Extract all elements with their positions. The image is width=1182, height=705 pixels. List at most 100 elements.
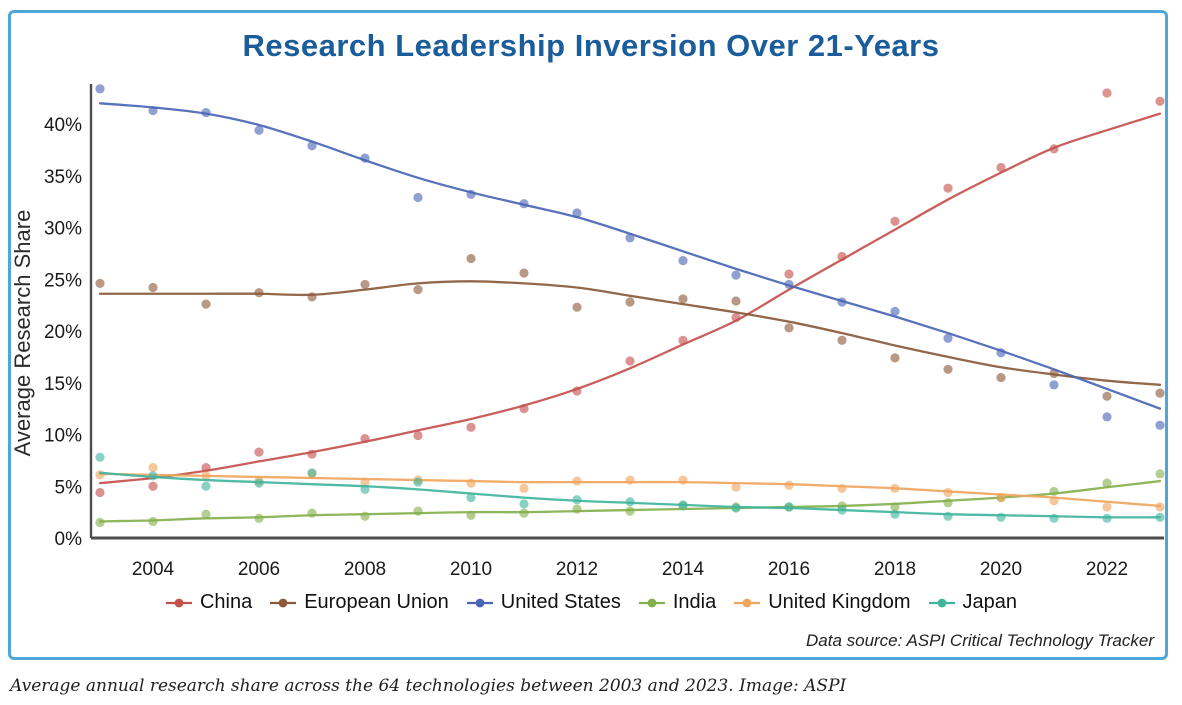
data-point-china <box>519 404 529 414</box>
data-point-japan <box>572 495 582 505</box>
y-tick-label: 5% <box>55 477 83 498</box>
data-point-united-states <box>254 125 264 135</box>
data-point-china <box>678 335 688 345</box>
data-point-india <box>307 508 317 518</box>
data-point-china <box>95 487 105 498</box>
data-point-european-union <box>519 268 529 278</box>
data-point-japan <box>890 509 900 519</box>
data-point-united-kingdom <box>731 482 741 492</box>
data-point-united-states <box>1102 412 1112 422</box>
legend: China European Union United States India… <box>0 591 1182 614</box>
x-tick-label: 2012 <box>556 559 598 580</box>
trend-line-china <box>98 112 1162 485</box>
data-point-japan <box>1049 513 1059 523</box>
data-point-china <box>996 162 1006 173</box>
data-point-united-states <box>519 199 529 209</box>
data-point-china <box>466 422 476 432</box>
x-tick-label: 2018 <box>874 559 916 580</box>
y-tick-label: 0% <box>55 529 83 550</box>
data-point-japan <box>307 468 317 478</box>
data-point-united-kingdom <box>784 480 794 490</box>
data-point-united-states <box>678 256 688 266</box>
chart-frame <box>8 10 1168 660</box>
data-point-japan <box>1102 513 1112 523</box>
data-point-united-states <box>413 192 423 203</box>
data-point-european-union <box>360 279 370 290</box>
data-point-japan <box>678 500 688 510</box>
data-point-united-kingdom <box>466 478 476 488</box>
data-point-india <box>201 509 211 519</box>
legend-item-india: India <box>638 591 716 614</box>
x-tick-label: 2020 <box>980 559 1022 580</box>
legend-marker-china-icon <box>165 598 192 607</box>
y-tick-label: 15% <box>44 374 82 395</box>
data-point-japan <box>996 512 1006 522</box>
data-point-united-kingdom <box>996 493 1006 503</box>
legend-item-japan: Japan <box>928 591 1017 614</box>
data-point-european-union <box>943 364 953 374</box>
data-point-india <box>890 502 900 512</box>
data-point-united-kingdom <box>678 475 688 485</box>
legend-label: United States <box>500 591 621 613</box>
legend-item-united-kingdom: United Kingdom <box>733 591 911 614</box>
data-point-united-states <box>625 233 635 243</box>
data-point-japan <box>731 503 741 513</box>
data-point-china <box>572 386 582 396</box>
data-point-european-union <box>413 285 423 295</box>
x-tick-label: 2022 <box>1086 559 1128 580</box>
data-point-united-states <box>996 348 1006 358</box>
data-point-india <box>254 513 264 523</box>
data-point-india <box>466 510 476 520</box>
y-tick-label: 10% <box>44 426 82 447</box>
legend-label: United Kingdom <box>768 591 911 613</box>
legend-label: China <box>199 591 253 613</box>
legend-marker-japan-icon <box>928 598 955 607</box>
y-tick-label: 25% <box>44 270 82 291</box>
data-point-united-kingdom <box>201 471 211 481</box>
data-point-united-states <box>466 189 476 199</box>
data-point-china <box>837 251 847 262</box>
data-point-china <box>360 434 370 444</box>
data-point-united-kingdom <box>625 475 635 485</box>
data-point-united-states <box>943 333 953 343</box>
data-point-china <box>625 356 635 366</box>
data-point-india <box>1102 478 1112 488</box>
data-point-india <box>625 506 635 516</box>
data-point-united-states <box>784 279 794 290</box>
legend-marker-european-union-icon <box>270 598 297 607</box>
data-point-united-states <box>201 108 211 118</box>
legend-marker-india-icon <box>638 598 665 607</box>
data-point-united-kingdom <box>943 487 953 498</box>
data-point-india <box>1155 469 1165 479</box>
data-point-japan <box>837 505 847 515</box>
data-point-japan <box>519 499 529 509</box>
data-point-india <box>572 504 582 514</box>
trend-line-european-union <box>98 280 1162 386</box>
data-point-united-kingdom <box>360 477 370 487</box>
data-point-european-union <box>307 292 317 302</box>
data-point-european-union <box>95 278 105 288</box>
data-point-european-union <box>201 299 211 309</box>
data-point-united-kingdom <box>890 483 900 493</box>
data-point-india <box>943 498 953 508</box>
data-source-note: Data source: ASPI Critical Technology Tr… <box>805 631 1154 650</box>
data-point-united-states <box>148 105 158 116</box>
data-point-china <box>1102 88 1112 98</box>
data-point-united-states <box>95 84 105 94</box>
data-point-japan <box>254 478 264 488</box>
data-point-japan <box>466 493 476 503</box>
x-tick-label: 2006 <box>238 559 280 580</box>
data-point-japan <box>148 471 158 481</box>
data-point-european-union <box>1102 391 1112 401</box>
data-point-india <box>1049 486 1059 497</box>
data-point-united-states <box>1049 380 1059 390</box>
data-point-japan <box>201 481 211 491</box>
data-point-united-states <box>307 141 317 151</box>
data-point-united-states <box>890 306 900 316</box>
data-point-china <box>307 449 317 459</box>
data-point-china <box>148 481 158 491</box>
data-point-japan <box>413 477 423 487</box>
data-point-japan <box>1155 512 1165 522</box>
legend-label: European Union <box>304 591 449 613</box>
